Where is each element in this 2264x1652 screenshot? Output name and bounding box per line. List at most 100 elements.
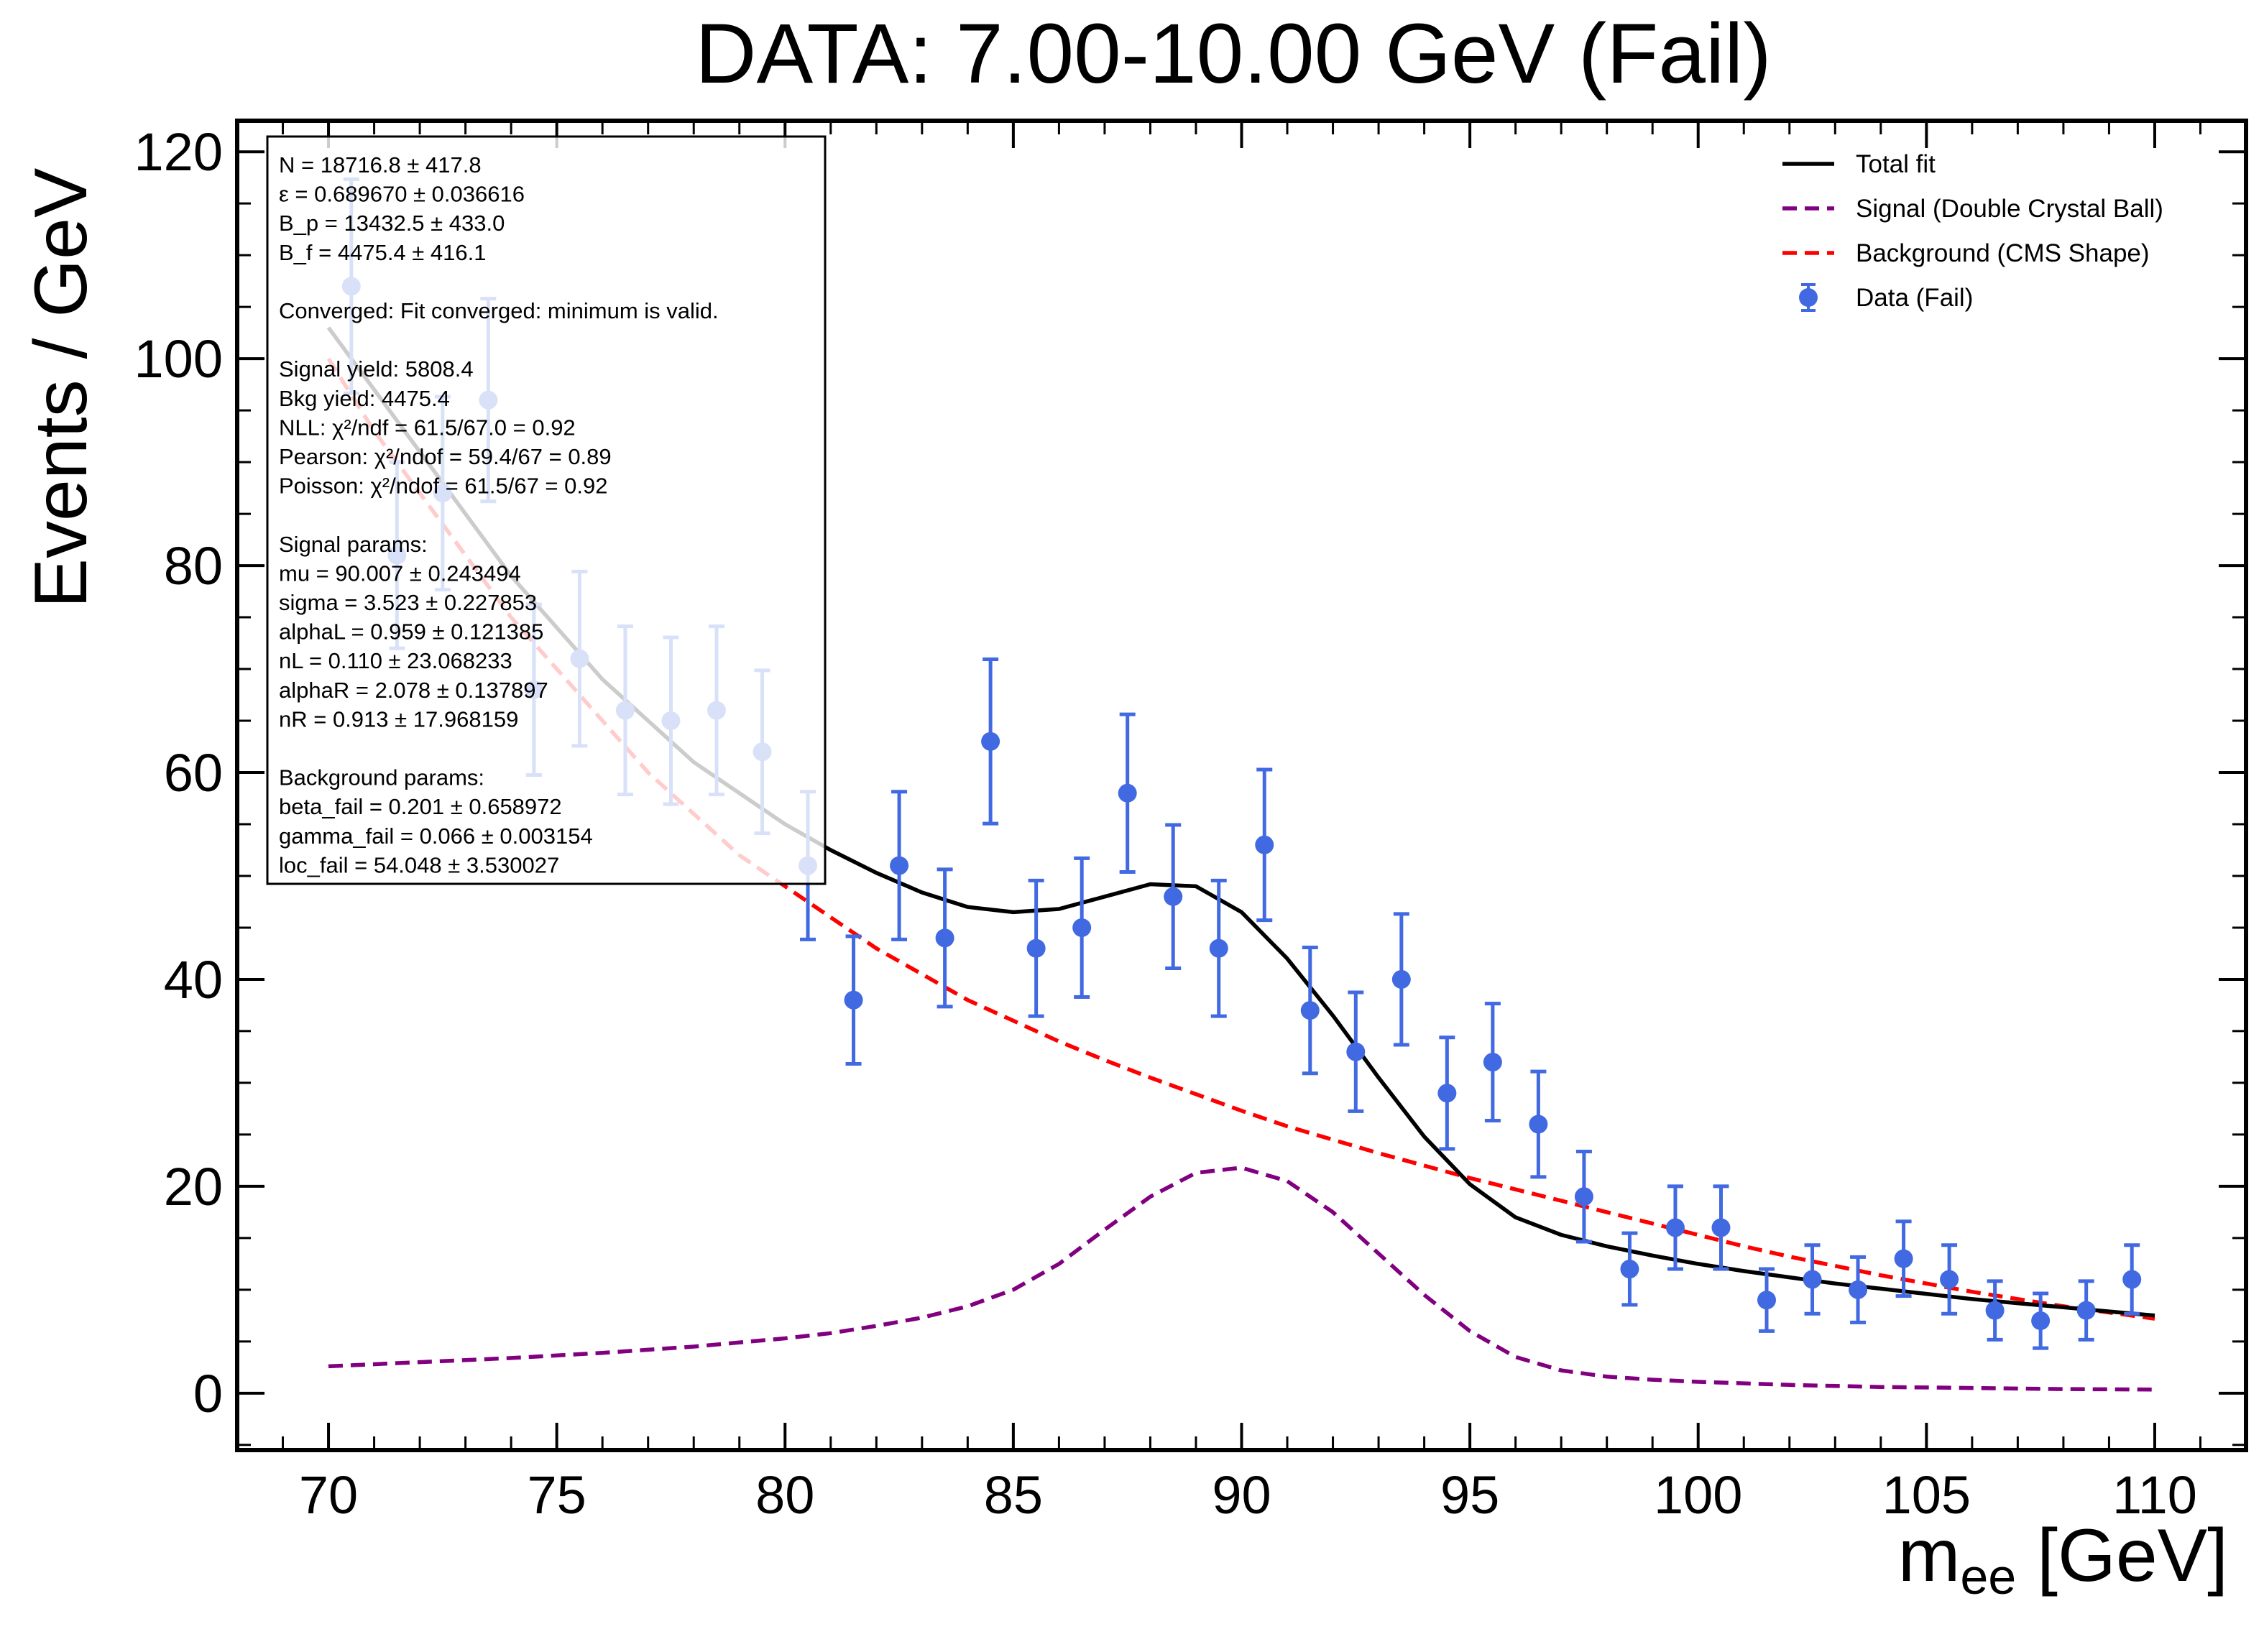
x-tick-label: 95 (1440, 1465, 1499, 1525)
legend-label: Signal (Double Crystal Ball) (1856, 195, 2163, 223)
stats-line: N = 18716.8 ± 417.8 (279, 152, 482, 177)
x-tick-label: 105 (1882, 1465, 1971, 1525)
stats-line: Poisson: χ²/ndof = 61.5/67 = 0.92 (279, 474, 607, 499)
stats-line: Converged: Fit converged: minimum is val… (279, 298, 719, 323)
data-marker (1529, 1115, 1548, 1134)
data-point (1985, 1279, 2005, 1342)
data-point (1483, 1002, 1502, 1123)
stats-line: beta_fail = 0.201 ± 0.658972 (279, 794, 562, 819)
data-marker (1391, 969, 1411, 989)
x-tick-label: 75 (528, 1465, 586, 1525)
data-marker (2031, 1311, 2051, 1331)
x-axis-title: mee [GeV] (1898, 1514, 2228, 1605)
data-point (1803, 1243, 1822, 1316)
x-tick-label: 85 (984, 1465, 1043, 1525)
data-marker (1164, 887, 1183, 906)
legend-item-total: Total fit (1782, 150, 1936, 178)
data-marker (1437, 1084, 1457, 1103)
data-point (1209, 878, 1228, 1018)
data-marker (890, 856, 909, 875)
data-marker (1757, 1291, 1777, 1310)
data-marker (1300, 1001, 1320, 1020)
data-marker (1072, 918, 1092, 937)
signal-fit-curve (328, 1166, 2155, 1392)
data-point (844, 934, 863, 1066)
data-marker (1803, 1270, 1822, 1289)
x-tick-label: 90 (1212, 1465, 1271, 1525)
data-point (890, 790, 909, 941)
y-tick-label: 60 (164, 743, 223, 803)
stats-box: N = 18716.8 ± 417.8 ε = 0.689670 ± 0.0366… (266, 135, 827, 885)
x-tick-label: 110 (2112, 1465, 2197, 1525)
data-marker (1255, 835, 1274, 854)
data-point (2076, 1279, 2096, 1342)
stats-line: ε = 0.689670 ± 0.036616 (279, 182, 525, 207)
y-tick-label: 100 (134, 329, 223, 389)
data-point (1346, 990, 1366, 1113)
stats-line: Background params: (279, 765, 484, 790)
data-point (1620, 1231, 1639, 1307)
stats-box-frame (266, 135, 827, 885)
legend-marker (1799, 288, 1818, 307)
stats-line: Pearson: χ²/ndof = 59.4/67 = 0.89 (279, 444, 612, 469)
chart-title: DATA: 7.00-10.00 GeV (Fail) (695, 6, 1771, 101)
legend-item-data: Data (Fail) (1799, 283, 1973, 312)
data-point (2122, 1243, 2142, 1316)
data-point (935, 867, 954, 1009)
data-point (1300, 946, 1320, 1076)
data-marker (1940, 1270, 1959, 1289)
data-marker (1620, 1260, 1639, 1279)
data-marker (1665, 1218, 1685, 1237)
svg-text:Events / GeV: Events / GeV (19, 168, 103, 609)
data-marker (981, 732, 1000, 751)
data-point (981, 657, 1000, 826)
stats-line: nR = 0.913 ± 17.968159 (279, 706, 518, 732)
stats-line: gamma_fail = 0.066 ± 0.003154 (279, 823, 593, 849)
y-tick-label: 20 (164, 1157, 223, 1217)
stats-line: NLL: χ²/ndf = 61.5/67.0 = 0.92 (279, 415, 576, 440)
data-marker (844, 990, 863, 1010)
data-point (1574, 1150, 1593, 1244)
legend-label: Total fit (1856, 150, 1936, 178)
stats-line: alphaL = 0.959 ± 0.121385 (279, 619, 543, 645)
data-point (1391, 912, 1411, 1047)
stats-line: Signal yield: 5808.4 (279, 356, 474, 382)
data-point (1255, 767, 1274, 923)
data-point (1026, 878, 1046, 1018)
stats-line: nL = 0.110 ± 23.068233 (279, 648, 512, 673)
data-point (1940, 1243, 1959, 1316)
x-tick-label: 70 (299, 1465, 358, 1525)
data-marker (1209, 938, 1228, 958)
y-axis-title: Events / GeV (19, 168, 103, 609)
stats-line: Signal params: (279, 532, 428, 557)
data-point (1118, 712, 1137, 874)
data-marker (1711, 1218, 1731, 1237)
data-point (1529, 1069, 1548, 1179)
data-marker (2076, 1301, 2096, 1320)
data-point (1711, 1184, 1731, 1271)
data-point (1072, 856, 1092, 1000)
y-tick-label: 80 (164, 536, 223, 596)
y-tick-label: 120 (134, 122, 223, 182)
data-marker (1894, 1249, 1913, 1268)
data-marker (1849, 1280, 1868, 1299)
data-marker (1574, 1187, 1593, 1206)
data-marker (1346, 1042, 1366, 1061)
data-marker (2122, 1270, 2142, 1289)
stats-line: Bkg yield: 4475.4 (279, 386, 450, 411)
data-point (1849, 1255, 1868, 1324)
data-marker (1118, 783, 1137, 803)
data-point (1665, 1184, 1685, 1271)
data-marker (1026, 938, 1046, 958)
legend-label: Data (Fail) (1856, 284, 1973, 312)
data-point (1757, 1267, 1777, 1333)
data-marker (1985, 1301, 2005, 1320)
y-tick-label: 40 (164, 950, 223, 1010)
data-marker (1483, 1053, 1502, 1072)
stats-line: sigma = 3.523 ± 0.227853 (279, 590, 537, 615)
stats-line: mu = 90.007 ± 0.243494 (279, 560, 521, 586)
stats-line: alphaR = 2.078 ± 0.137897 (279, 678, 548, 703)
x-tick-label: 100 (1654, 1465, 1742, 1525)
data-point (2031, 1291, 2051, 1350)
